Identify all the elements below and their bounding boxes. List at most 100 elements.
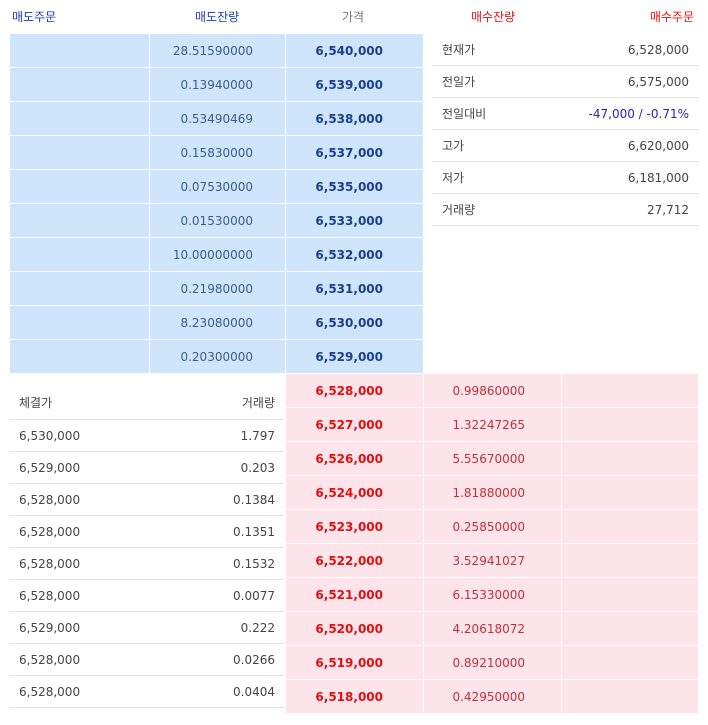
- bid-price[interactable]: 6,521,000: [286, 578, 424, 612]
- bid-price[interactable]: 6,522,000: [286, 544, 424, 578]
- ask-price[interactable]: 6,538,000: [286, 102, 424, 136]
- info-label: 저가: [442, 171, 465, 185]
- ask-table: 28.51590000 6,540,000 0.13940000 6,539,0…: [10, 34, 424, 374]
- bid-row[interactable]: 6,528,000 0.99860000: [286, 374, 699, 408]
- bid-price[interactable]: 6,519,000: [286, 646, 424, 680]
- trade-row: 6,528,000 0.0077: [10, 580, 284, 612]
- info-row-volume: 거래량 27,712: [432, 194, 699, 226]
- bid-table: 6,528,000 0.99860000 6,527,000 1.3224726…: [286, 374, 699, 714]
- ask-price[interactable]: 6,532,000: [286, 238, 424, 272]
- bid-row[interactable]: 6,527,000 1.32247265: [286, 408, 699, 442]
- ask-quantity: 0.21980000: [150, 272, 286, 306]
- bid-order-cell[interactable]: [562, 408, 699, 442]
- trade-row: 6,528,000 0.1351: [10, 516, 284, 548]
- ask-order-cell[interactable]: [10, 204, 150, 238]
- bid-row[interactable]: 6,520,000 4.20618072: [286, 612, 699, 646]
- trade-row: 6,529,000 0.203: [10, 452, 284, 484]
- trade-volume: 0.0404: [233, 685, 275, 699]
- bid-quantity: 3.52941027: [424, 544, 562, 578]
- info-value: 6,620,000: [627, 139, 689, 153]
- ask-quantity: 8.23080000: [150, 306, 286, 340]
- ask-order-cell[interactable]: [10, 272, 150, 306]
- market-info-panel: 현재가 6,528,000 전일가 6,575,000 전일대비 -47,000…: [432, 34, 699, 226]
- ask-price[interactable]: 6,539,000: [286, 68, 424, 102]
- trade-volume: 0.1532: [233, 557, 275, 571]
- ask-row[interactable]: 0.21980000 6,531,000: [10, 272, 424, 306]
- ask-order-cell[interactable]: [10, 306, 150, 340]
- bid-row[interactable]: 6,526,000 5.55670000: [286, 442, 699, 476]
- ask-price[interactable]: 6,537,000: [286, 136, 424, 170]
- info-label: 전일대비: [442, 107, 487, 121]
- ask-row[interactable]: 0.13940000 6,539,000: [10, 68, 424, 102]
- ask-order-cell[interactable]: [10, 68, 150, 102]
- ask-row[interactable]: 8.23080000 6,530,000: [10, 306, 424, 340]
- ask-row[interactable]: 0.53490469 6,538,000: [10, 102, 424, 136]
- bid-quantity: 0.89210000: [424, 646, 562, 680]
- trade-volume: 1.797: [240, 429, 275, 443]
- bid-row[interactable]: 6,523,000 0.25850000: [286, 510, 699, 544]
- ask-quantity: 0.07530000: [150, 170, 286, 204]
- ask-order-cell[interactable]: [10, 340, 150, 374]
- ask-order-cell[interactable]: [10, 136, 150, 170]
- bid-row[interactable]: 6,522,000 3.52941027: [286, 544, 699, 578]
- ask-price[interactable]: 6,529,000: [286, 340, 424, 374]
- trade-row: 6,530,000 1.797: [10, 420, 284, 452]
- trade-volume: 0.0077: [233, 589, 275, 603]
- bid-row[interactable]: 6,524,000 1.81880000: [286, 476, 699, 510]
- ask-row[interactable]: 0.15830000 6,537,000: [10, 136, 424, 170]
- trade-row: 6,528,000 0.1532: [10, 548, 284, 580]
- ask-quantity: 28.51590000: [150, 34, 286, 68]
- bid-order-cell[interactable]: [562, 612, 699, 646]
- info-value-change: -47,000 / -0.71%: [588, 107, 689, 121]
- bid-order-cell[interactable]: [562, 544, 699, 578]
- ask-price[interactable]: 6,531,000: [286, 272, 424, 306]
- trade-row: 6,528,000 0.0404: [10, 676, 284, 708]
- trade-volume: 0.0266: [233, 653, 275, 667]
- ask-price[interactable]: 6,533,000: [286, 204, 424, 238]
- bid-row[interactable]: 6,521,000 6.15330000: [286, 578, 699, 612]
- ask-row[interactable]: 10.00000000 6,532,000: [10, 238, 424, 272]
- bid-order-cell[interactable]: [562, 374, 699, 408]
- trade-history-header: 체결가 거래량: [10, 386, 284, 420]
- trade-volume: 0.1384: [233, 493, 275, 507]
- ask-order-cell[interactable]: [10, 170, 150, 204]
- ask-order-cell[interactable]: [10, 34, 150, 68]
- ask-quantity: 0.13940000: [150, 68, 286, 102]
- bid-order-cell[interactable]: [562, 646, 699, 680]
- bid-price[interactable]: 6,528,000: [286, 374, 424, 408]
- header-sell-order: 매도주문: [12, 10, 57, 24]
- bid-quantity: 6.15330000: [424, 578, 562, 612]
- ask-row[interactable]: 0.07530000 6,535,000: [10, 170, 424, 204]
- ask-quantity: 0.20300000: [150, 340, 286, 374]
- trade-price: 6,529,000: [19, 461, 81, 475]
- ask-price[interactable]: 6,530,000: [286, 306, 424, 340]
- bid-price[interactable]: 6,520,000: [286, 612, 424, 646]
- bid-order-cell[interactable]: [562, 680, 699, 714]
- ask-row[interactable]: 0.20300000 6,529,000: [10, 340, 424, 374]
- bid-price[interactable]: 6,523,000: [286, 510, 424, 544]
- bid-price[interactable]: 6,527,000: [286, 408, 424, 442]
- ask-price[interactable]: 6,540,000: [286, 34, 424, 68]
- trade-price: 6,528,000: [19, 525, 81, 539]
- bid-price[interactable]: 6,518,000: [286, 680, 424, 714]
- info-value: 6,181,000: [627, 171, 689, 185]
- ask-price[interactable]: 6,535,000: [286, 170, 424, 204]
- info-row-high: 고가 6,620,000: [432, 130, 699, 162]
- ask-quantity: 0.01530000: [150, 204, 286, 238]
- trade-volume: 0.222: [240, 621, 275, 635]
- ask-order-cell[interactable]: [10, 238, 150, 272]
- bid-row[interactable]: 6,518,000 0.42950000: [286, 680, 699, 714]
- bid-order-cell[interactable]: [562, 578, 699, 612]
- ask-row[interactable]: 28.51590000 6,540,000: [10, 34, 424, 68]
- bid-order-cell[interactable]: [562, 476, 699, 510]
- header-buy-order: 매수주문: [649, 10, 694, 24]
- bid-price[interactable]: 6,526,000: [286, 442, 424, 476]
- bid-price[interactable]: 6,524,000: [286, 476, 424, 510]
- ask-row[interactable]: 0.01530000 6,533,000: [10, 204, 424, 238]
- ask-order-cell[interactable]: [10, 102, 150, 136]
- bid-row[interactable]: 6,519,000 0.89210000: [286, 646, 699, 680]
- trade-volume: 0.203: [240, 461, 275, 475]
- bid-order-cell[interactable]: [562, 510, 699, 544]
- bid-order-cell[interactable]: [562, 442, 699, 476]
- trade-history: 체결가 거래량 6,530,000 1.797 6,529,000 0.203 …: [10, 386, 284, 708]
